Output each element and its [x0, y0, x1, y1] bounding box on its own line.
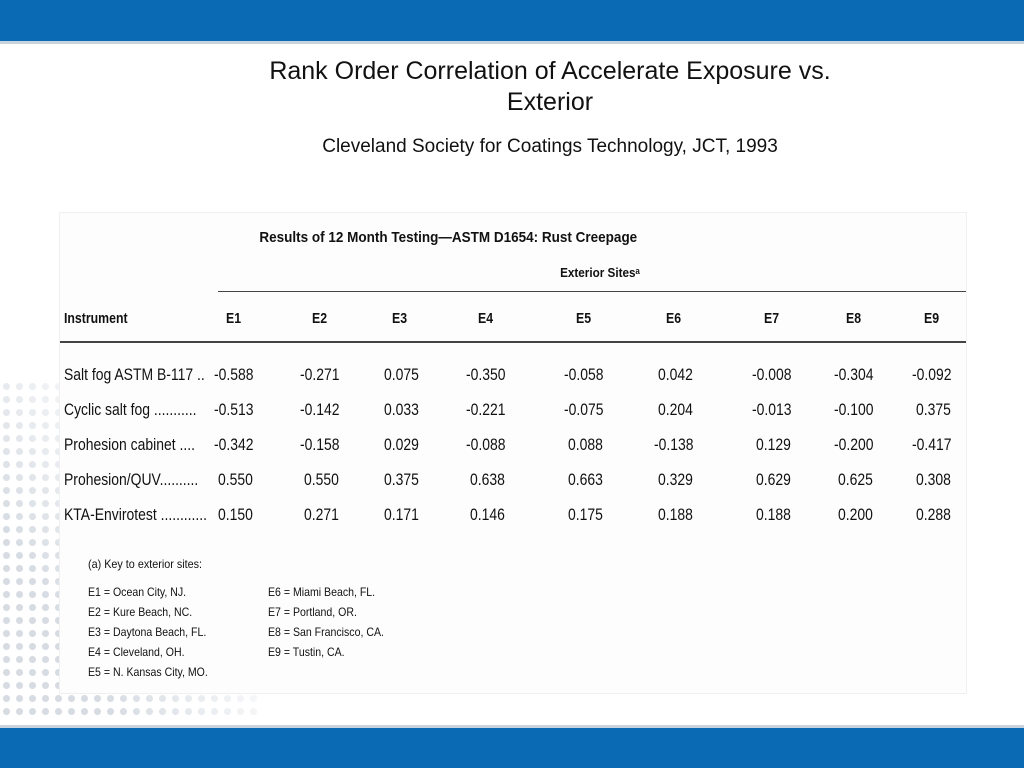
- table-cell: 0.188: [756, 505, 791, 524]
- table-cell: -0.092: [912, 365, 952, 384]
- table-cell: -0.200: [834, 435, 874, 454]
- table-cell: 0.329: [658, 470, 693, 489]
- scanned-table-image: Results of 12 Month Testing—ASTM D1654: …: [60, 213, 966, 693]
- table-cell: -0.513: [214, 400, 254, 419]
- table-caption: Results of 12 Month Testing—ASTM D1654: …: [259, 229, 638, 246]
- column-header-rule: [60, 341, 966, 343]
- table-cell: -0.008: [752, 365, 792, 384]
- table-cell: -0.058: [564, 365, 604, 384]
- table-cell: 0.029: [384, 435, 419, 454]
- key-item: E8 = San Francisco, CA.: [268, 625, 384, 639]
- table-cell: 0.200: [838, 505, 873, 524]
- slide-title: Rank Order Correlation of Accelerate Exp…: [120, 56, 980, 118]
- column-header-e9: E9: [924, 310, 940, 327]
- table-cell: 0.638: [470, 470, 505, 489]
- row-label: KTA-Envirotest ............: [64, 505, 208, 524]
- table-cell: -0.075: [564, 400, 604, 419]
- header-rule: [218, 291, 966, 292]
- table-cell: -0.588: [214, 365, 254, 384]
- key-item: E3 = Daytona Beach, FL.: [88, 625, 207, 639]
- table-cell: 0.550: [304, 470, 339, 489]
- table-cell: -0.138: [654, 435, 694, 454]
- instrument-header: Instrument: [64, 310, 128, 327]
- table-cell: -0.417: [912, 435, 952, 454]
- table-cell: 0.375: [916, 400, 951, 419]
- table-cell: -0.271: [300, 365, 340, 384]
- key-title: (a) Key to exterior sites:: [88, 557, 203, 571]
- row-label: Cyclic salt fog ...........: [64, 400, 197, 419]
- table-cell: -0.350: [466, 365, 506, 384]
- table-cell: 0.146: [470, 505, 505, 524]
- table-cell: -0.342: [214, 435, 254, 454]
- column-header-e8: E8: [846, 310, 862, 327]
- table-cell: 0.663: [568, 470, 603, 489]
- table-cell: -0.088: [466, 435, 506, 454]
- key-item: E5 = N. Kansas City, MO.: [88, 665, 208, 679]
- table-cell: 0.171: [384, 505, 419, 524]
- table-cell: 0.375: [384, 470, 419, 489]
- slide-subtitle: Cleveland Society for Coatings Technolog…: [322, 136, 778, 157]
- row-label: Prohesion cabinet ....: [64, 435, 195, 454]
- table-cell: -0.221: [466, 400, 506, 419]
- table-cell: 0.150: [218, 505, 253, 524]
- column-header-e7: E7: [764, 310, 780, 327]
- column-header-e5: E5: [576, 310, 592, 327]
- column-header-e1: E1: [226, 310, 242, 327]
- table-cell: 0.088: [568, 435, 603, 454]
- key-item: E6 = Miami Beach, FL.: [268, 585, 376, 599]
- key-item: E4 = Cleveland, OH.: [88, 645, 185, 659]
- table-cell: 0.042: [658, 365, 693, 384]
- key-item: E2 = Kure Beach, NC.: [88, 605, 193, 619]
- table-cell: -0.142: [300, 400, 340, 419]
- row-label: Salt fog ASTM B-117 ..: [64, 365, 205, 384]
- key-item: E7 = Portland, OR.: [268, 605, 357, 619]
- table-cell: -0.158: [300, 435, 340, 454]
- table-cell: 0.271: [304, 505, 339, 524]
- top-banner: [0, 0, 1024, 44]
- table-cell: -0.304: [834, 365, 874, 384]
- table-cell: 0.129: [756, 435, 791, 454]
- column-header-e2: E2: [312, 310, 328, 327]
- title-line-1: Rank Order Correlation of Accelerate Exp…: [269, 57, 831, 85]
- table-cell: 0.075: [384, 365, 419, 384]
- key-item: E9 = Tustin, CA.: [268, 645, 345, 659]
- table-cell: 0.629: [756, 470, 791, 489]
- table-cell: 0.033: [384, 400, 419, 419]
- column-header-e3: E3: [392, 310, 408, 327]
- table-cell: 0.288: [916, 505, 951, 524]
- exterior-sites-header: Exterior Sitesᵃ: [560, 265, 640, 280]
- table-cell: 0.175: [568, 505, 603, 524]
- table-cell: 0.188: [658, 505, 693, 524]
- column-header-e6: E6: [666, 310, 682, 327]
- table-cell: 0.550: [218, 470, 253, 489]
- table-cell: -0.100: [834, 400, 874, 419]
- key-item: E1 = Ocean City, NJ.: [88, 585, 187, 599]
- title-line-2: Exterior: [506, 88, 594, 116]
- table-cell: -0.013: [752, 400, 792, 419]
- row-label: Prohesion/QUV..........: [64, 470, 199, 489]
- table-cell: 0.625: [838, 470, 873, 489]
- column-header-e4: E4: [478, 310, 494, 327]
- table-cell: 0.308: [916, 470, 951, 489]
- table-cell: 0.204: [658, 400, 693, 419]
- bottom-banner: [0, 725, 1024, 768]
